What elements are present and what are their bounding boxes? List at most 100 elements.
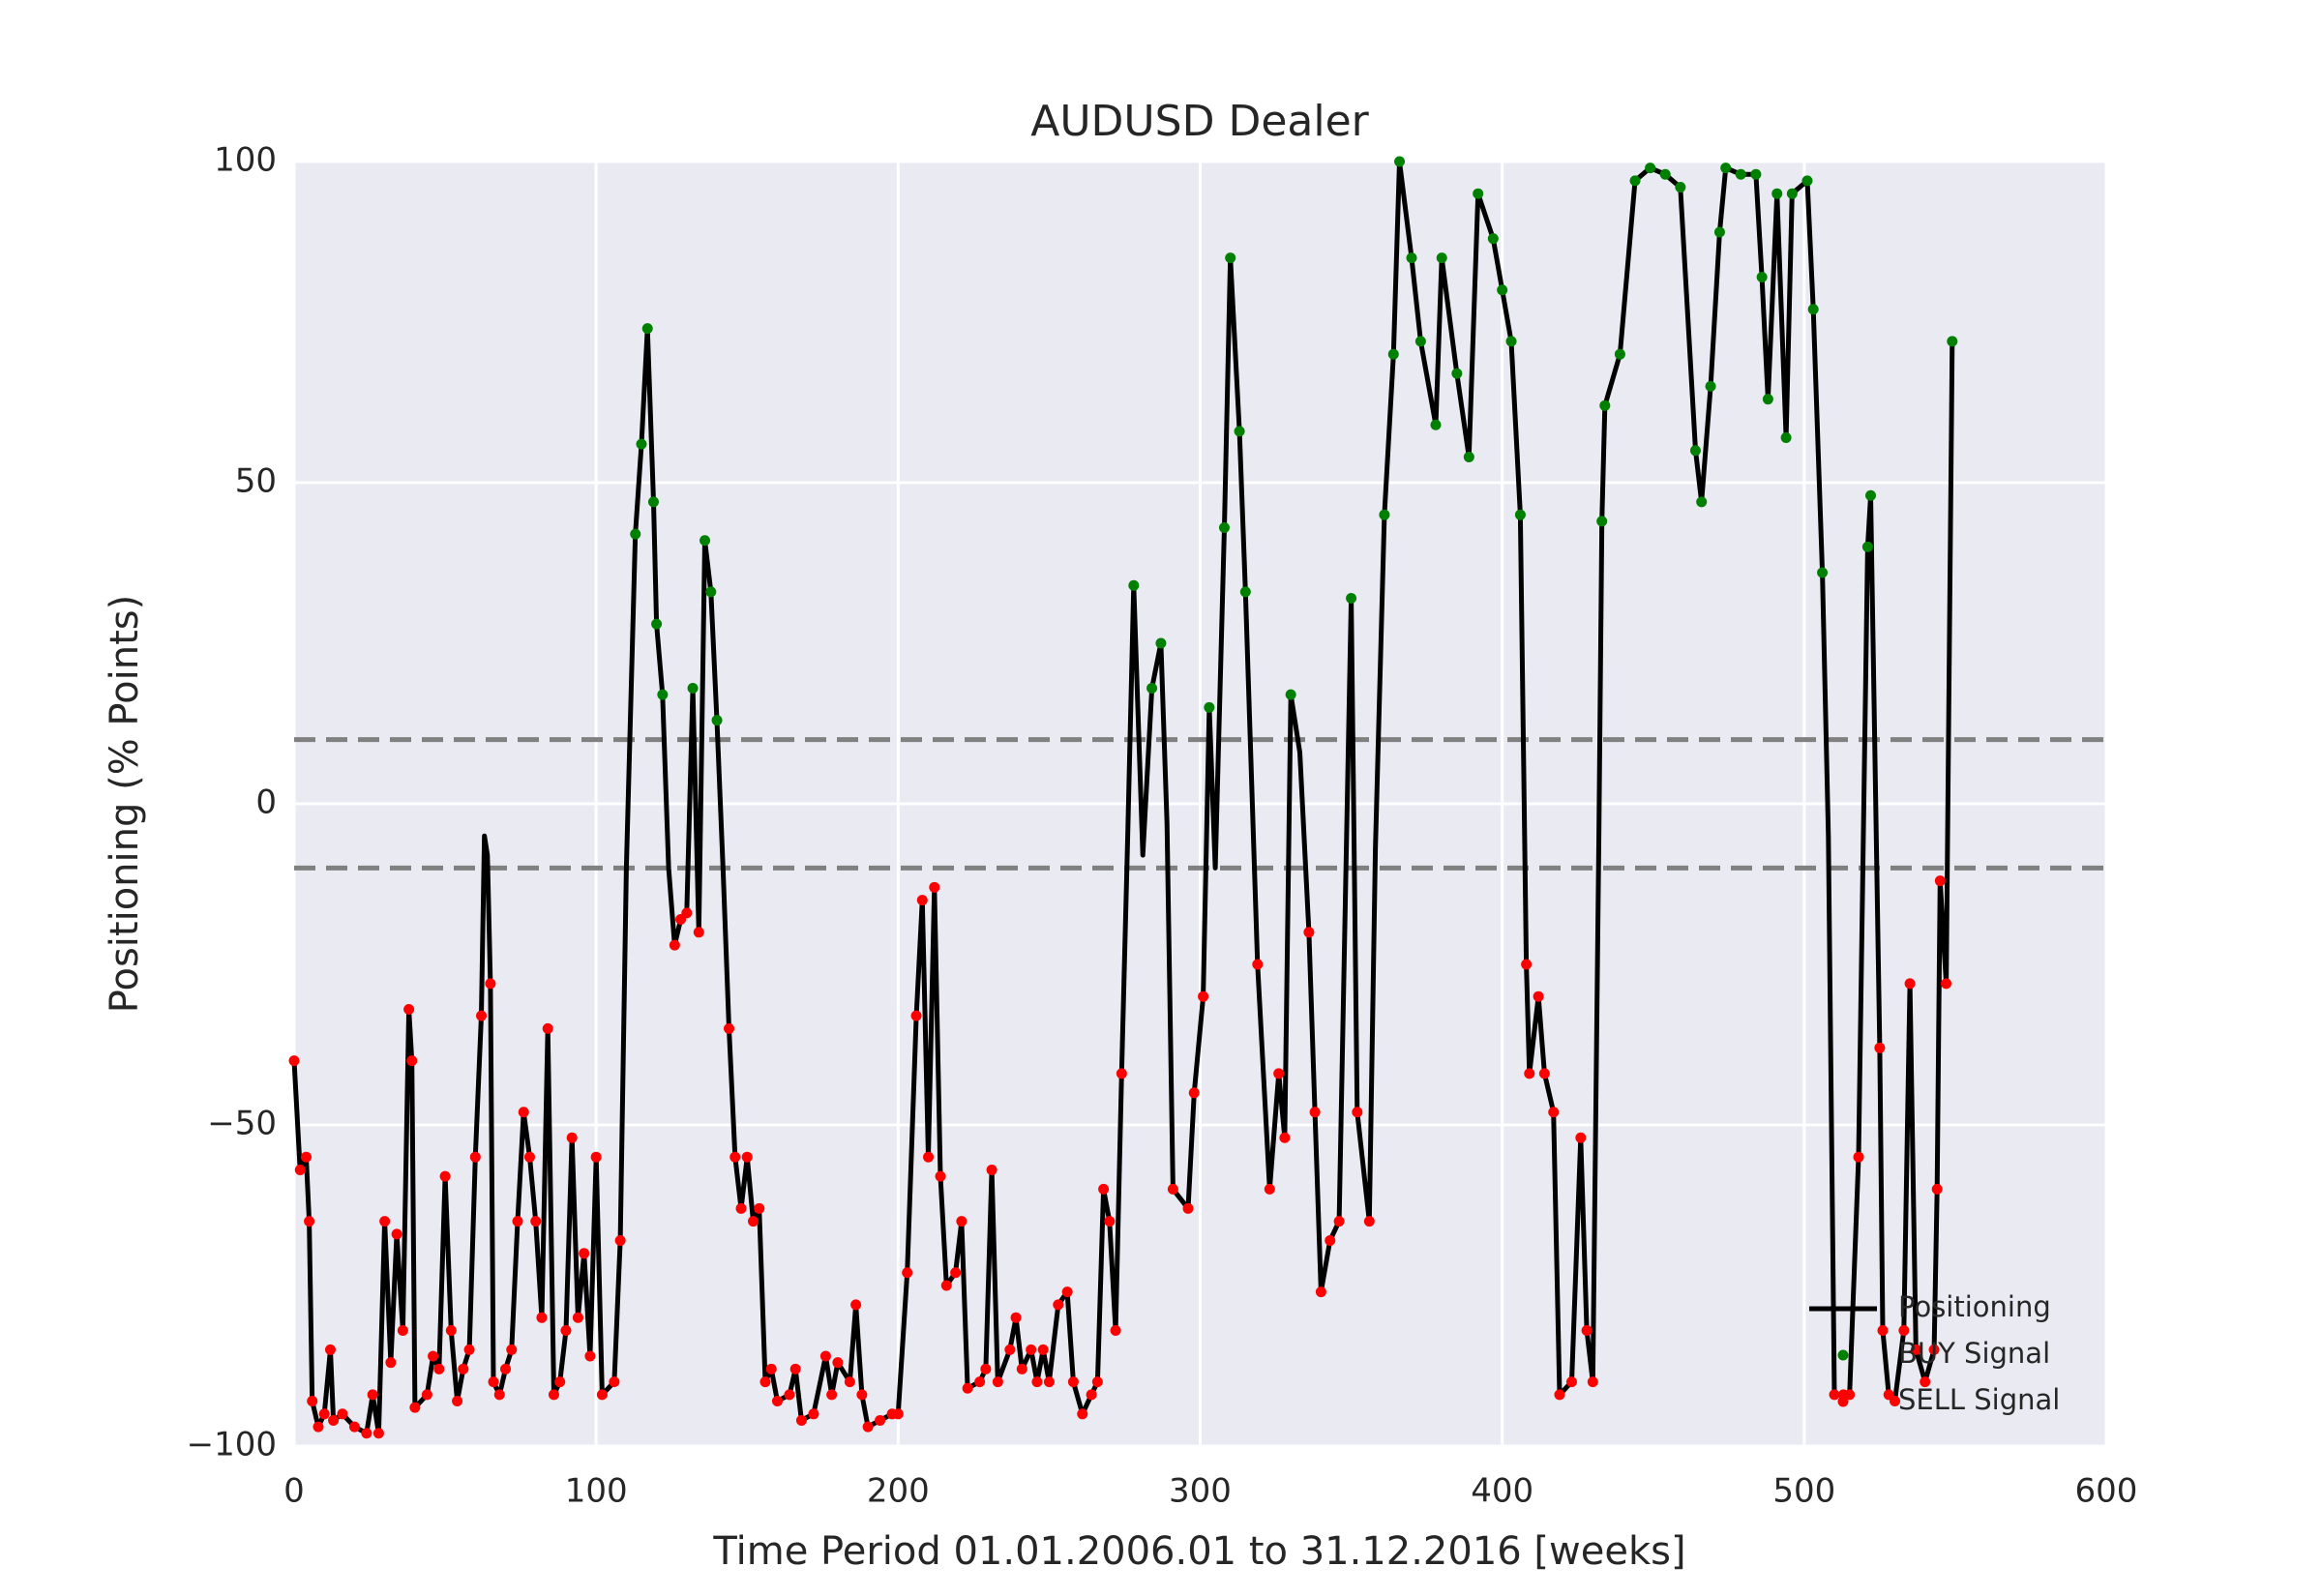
legend-marker	[1837, 1349, 1849, 1361]
sell-signal-dot	[765, 1363, 777, 1374]
sell-signal-dot	[844, 1376, 855, 1388]
sell-signal-dot	[1941, 978, 1952, 990]
sell-signal-dot	[1188, 1087, 1200, 1099]
sell-signal-dot	[348, 1421, 360, 1433]
sell-signal-dot	[832, 1357, 844, 1369]
sell-signal-dot	[916, 895, 928, 906]
buy-signal-dot	[1689, 445, 1701, 457]
buy-signal-dot	[1614, 348, 1625, 360]
sell-signal-dot	[1167, 1183, 1178, 1195]
sell-signal-dot	[735, 1202, 747, 1214]
sell-signal-dot	[313, 1421, 324, 1433]
sell-signal-dot	[566, 1132, 578, 1143]
buy-signal-dot	[705, 586, 717, 598]
sell-signal-dot	[1053, 1299, 1064, 1311]
buy-signal-dot	[1865, 489, 1877, 501]
buy-signal-dot	[1762, 394, 1773, 405]
x-tick-label: 400	[1471, 1472, 1533, 1511]
legend-label: BUY Signal	[1898, 1337, 2050, 1370]
buy-signal-dot	[1705, 380, 1716, 392]
buy-signal-dot	[1807, 304, 1819, 315]
sell-signal-dot	[328, 1414, 340, 1426]
buy-signal-dot	[1234, 426, 1245, 437]
sell-signal-dot	[1116, 1068, 1127, 1079]
sell-signal-dot	[1554, 1389, 1565, 1401]
buy-signal-dot	[1505, 336, 1517, 347]
buy-signal-dot	[1406, 252, 1417, 264]
buy-signal-dot	[1387, 348, 1399, 360]
sell-signal-dot	[458, 1363, 469, 1374]
sell-signal-dot	[1303, 927, 1315, 938]
buy-signal-dot	[1430, 419, 1442, 430]
y-tick-label: 0	[255, 783, 277, 822]
sell-signal-dot	[992, 1376, 1003, 1388]
sell-signal-dot	[324, 1344, 336, 1355]
buy-signal-dot	[1629, 175, 1641, 187]
buy-signal-dot	[1696, 496, 1708, 508]
buy-signal-dot	[1497, 284, 1508, 296]
sell-signal-dot	[1104, 1216, 1116, 1227]
sell-signal-dot	[391, 1228, 402, 1240]
sell-signal-dot	[1010, 1312, 1022, 1323]
x-tick-label: 100	[565, 1472, 628, 1511]
sell-signal-dot	[1829, 1389, 1840, 1401]
buy-signal-dot	[657, 689, 669, 700]
sell-signal-dot	[542, 1022, 553, 1034]
sell-signal-dot	[1273, 1068, 1285, 1079]
sell-signal-dot	[1548, 1107, 1560, 1118]
sell-signal-dot	[433, 1363, 445, 1374]
buy-signal-dot	[647, 496, 659, 508]
buy-signal-dot	[711, 715, 723, 726]
sell-signal-dot	[1279, 1132, 1291, 1143]
x-tick-label: 500	[1772, 1472, 1835, 1511]
sell-signal-dot	[294, 1164, 306, 1175]
sell-signal-dot	[1333, 1216, 1345, 1227]
buy-signal-dot	[1750, 168, 1762, 180]
sell-signal-dot	[579, 1248, 590, 1259]
buy-signal-dot	[1394, 156, 1406, 167]
sell-signal-dot	[962, 1382, 973, 1394]
sell-signal-dot	[379, 1216, 391, 1227]
x-tick-label: 200	[867, 1472, 930, 1511]
sell-signal-dot	[1928, 1344, 1940, 1355]
sell-signal-dot	[862, 1421, 874, 1433]
sell-signal-dot	[729, 1151, 741, 1163]
sell-signal-dot	[875, 1414, 886, 1426]
sell-signal-dot	[1898, 1324, 1910, 1336]
sell-signal-dot	[572, 1312, 583, 1323]
sell-signal-dot	[1004, 1344, 1016, 1355]
sell-signal-dot	[590, 1151, 602, 1163]
buy-signal-dot	[1514, 509, 1526, 520]
sell-signal-dot	[1581, 1324, 1593, 1336]
sell-signal-dot	[771, 1396, 783, 1407]
y-tick-label: −100	[187, 1426, 277, 1464]
buy-signal-dot	[1786, 188, 1798, 199]
sell-signal-dot	[372, 1428, 384, 1439]
buy-signal-dot	[1735, 168, 1746, 180]
x-tick-label: 300	[1169, 1472, 1232, 1511]
buy-signal-dot	[1720, 163, 1732, 174]
sell-signal-dot	[747, 1216, 759, 1227]
buy-signal-dot	[1861, 541, 1873, 552]
sell-signal-dot	[1538, 1068, 1550, 1079]
sell-signal-dot	[493, 1389, 505, 1401]
buy-signal-dot	[1947, 336, 1958, 347]
sell-signal-dot	[754, 1202, 765, 1214]
sell-signal-dot	[1016, 1363, 1027, 1374]
sell-signal-dot	[940, 1280, 952, 1291]
sell-signal-dot	[1533, 990, 1544, 1002]
buy-signal-dot	[1645, 163, 1656, 174]
buy-signal-dot	[1225, 252, 1236, 264]
sell-signal-dot	[485, 978, 496, 990]
sell-signal-dot	[1325, 1235, 1336, 1247]
buy-signal-dot	[1713, 226, 1725, 238]
buy-signal-dot	[1487, 233, 1499, 245]
sell-signal-dot	[469, 1151, 481, 1163]
buy-signal-dot	[1146, 682, 1158, 694]
sell-signal-dot	[1110, 1324, 1121, 1336]
sell-signal-dot	[1352, 1107, 1363, 1118]
sell-signal-dot	[512, 1216, 523, 1227]
buy-signal-dot	[636, 438, 647, 450]
sell-signal-dot	[784, 1389, 795, 1401]
sell-signal-dot	[1182, 1202, 1194, 1214]
